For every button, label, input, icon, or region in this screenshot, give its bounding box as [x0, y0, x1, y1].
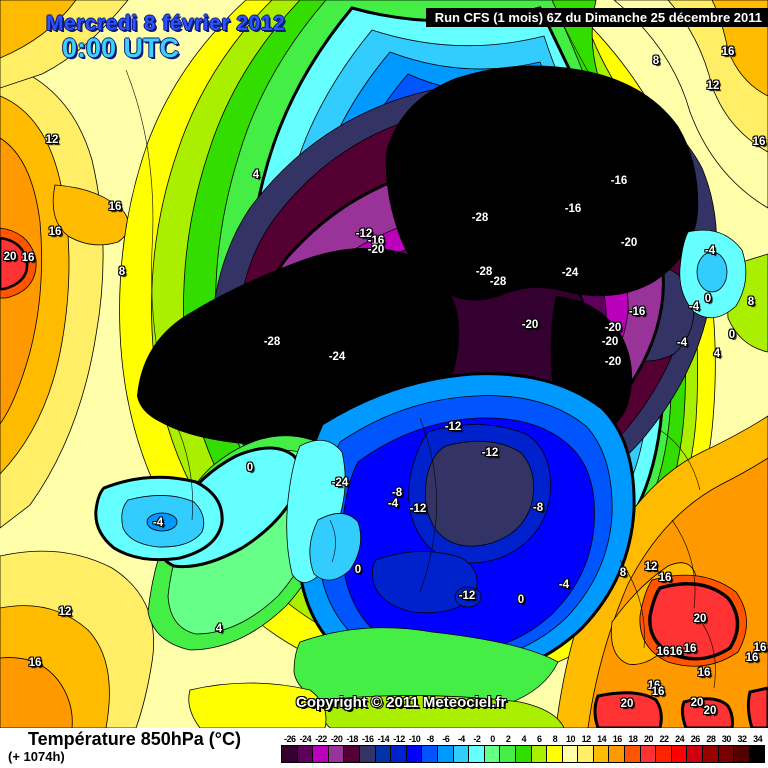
copyright-text: Copyright © 2011 Meteociel.fr	[296, 694, 507, 711]
legend-swatch	[296, 745, 314, 763]
legend-tick: 10	[565, 734, 576, 744]
legend-swatch	[343, 745, 360, 763]
legend-swatch	[686, 745, 704, 763]
legend-swatch	[499, 745, 516, 763]
legend-tick: -6	[442, 734, 450, 744]
legend-swatch	[421, 745, 438, 763]
legend-swatch	[405, 745, 423, 763]
legend-tick: 28	[706, 734, 716, 744]
legend-swatch	[514, 745, 532, 763]
legend-swatch	[374, 745, 392, 763]
legend-tick: -18	[346, 734, 358, 744]
valid-date-text: Mercredi 8 février 2012	[46, 12, 286, 35]
color-scale-legend: -26 -24 -22 -20 -18 -16 -14 -12 -10 -8 -6 -4 -2 0 2 4 6 8…	[281, 734, 768, 763]
legend-tick: -26	[284, 734, 296, 744]
legend-swatch	[624, 745, 641, 763]
legend-swatch	[358, 745, 376, 763]
legend-swatch	[281, 745, 298, 763]
legend-tick: 20	[643, 734, 654, 744]
legend-swatch	[468, 745, 485, 763]
legend-tick: -16	[362, 734, 374, 744]
coastlines	[125, 17, 716, 689]
legend-swatch	[748, 745, 766, 763]
legend-tick: 22	[659, 734, 670, 744]
legend-tick: 34	[753, 734, 763, 744]
legend-tick: -22	[315, 734, 327, 744]
legend-tick: -12	[393, 734, 405, 744]
legend-tick: -4	[457, 734, 466, 744]
legend-tick: -20	[330, 734, 343, 744]
variable-title: Température 850hPa (°C)	[28, 729, 241, 749]
valid-time-text: 0:00 UTC	[62, 33, 180, 63]
legend-swatch	[390, 745, 407, 763]
legend-tick: 2	[505, 734, 511, 744]
legend-swatch	[655, 745, 672, 763]
forecast-step: (+ 1074h)	[8, 749, 65, 764]
legend-swatch	[483, 745, 501, 763]
legend-swatch	[639, 745, 657, 763]
legend-tick-values: -26 -24 -22 -20 -18 -16 -14 -12 -10 -8 -6 -4 -2 0 2 4 6 8…	[282, 734, 768, 744]
legend-tick: 18	[628, 734, 638, 744]
legend-swatch	[312, 745, 329, 763]
legend-swatch	[577, 745, 594, 763]
legend-swatch	[327, 745, 345, 763]
legend-swatch	[717, 745, 735, 763]
legend-tick: -24	[299, 734, 312, 744]
legend-tick: 6	[537, 734, 542, 744]
legend-tick: -2	[473, 734, 481, 744]
legend-swatch	[592, 745, 610, 763]
legend-tick: 32	[737, 734, 748, 744]
legend-tick: 12	[581, 734, 592, 744]
legend-tick: 14	[597, 734, 607, 744]
legend-tick: 30	[721, 734, 732, 744]
legend-swatch	[546, 745, 563, 763]
legend-swatch	[608, 745, 626, 763]
legend-swatch	[702, 745, 719, 763]
legend-swatch	[436, 745, 454, 763]
legend-swatch	[733, 745, 750, 763]
legend-swatch	[561, 745, 579, 763]
legend-tick: 16	[612, 734, 623, 744]
legend-tick: 24	[675, 734, 685, 744]
legend-tick: -8	[426, 734, 435, 744]
model-run-banner: Run CFS (1 mois) 6Z du Dimanche 25 décem…	[425, 8, 768, 27]
legend-swatch	[452, 745, 470, 763]
legend-color-boxes	[281, 745, 768, 763]
contour-map-image	[0, 0, 768, 728]
legend-tick: 26	[690, 734, 701, 744]
legend-tick: 8	[552, 734, 558, 744]
legend-tick: 4	[521, 734, 526, 744]
legend-swatch	[530, 745, 548, 763]
legend-swatch	[670, 745, 688, 763]
legend-tick: -10	[408, 734, 421, 744]
footer-strip: Température 850hPa (°C) (+ 1074h) -26 -24…	[0, 728, 768, 768]
temperature-map: 12 16 16 20 16 8 4 -28 -24 0 -24 -4 12 16 4 -12 -16 -20 -2…	[0, 0, 768, 728]
legend-tick: -14	[377, 734, 390, 744]
legend-tick: 0	[490, 734, 495, 744]
